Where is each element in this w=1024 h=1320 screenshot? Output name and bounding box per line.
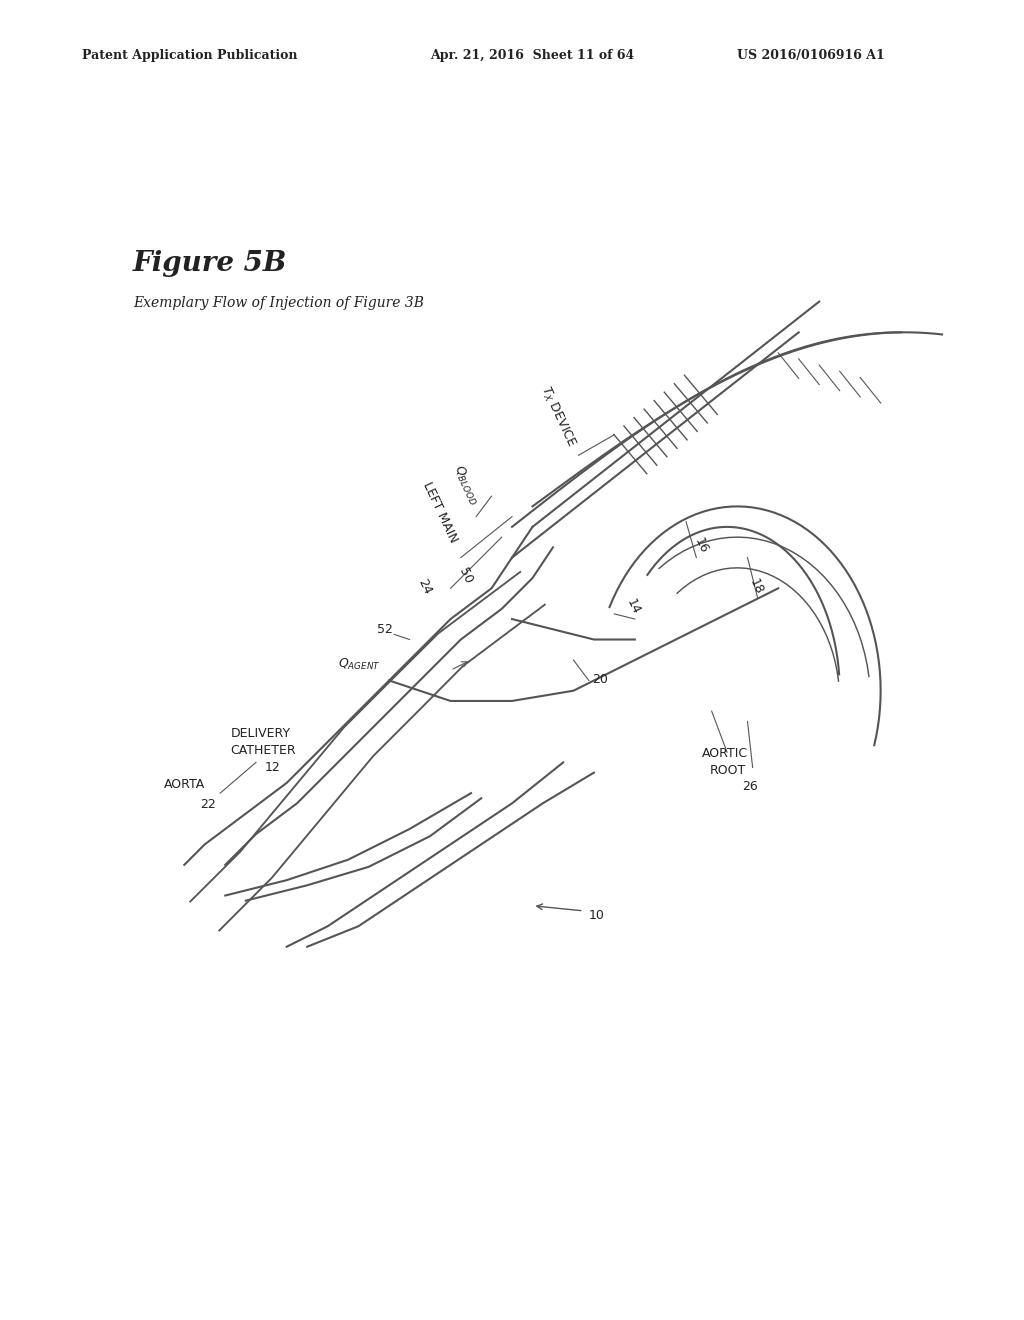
Text: 16: 16 [692,536,711,556]
Text: 52: 52 [377,623,393,636]
Text: AORTIC: AORTIC [701,747,748,760]
Text: Exemplary Flow of Injection of Figure 3B: Exemplary Flow of Injection of Figure 3B [133,296,424,310]
Text: CATHETER: CATHETER [230,744,296,758]
Text: Figure 5B: Figure 5B [133,249,288,277]
Text: 22: 22 [200,799,215,812]
Text: LEFT MAIN: LEFT MAIN [421,480,460,545]
Text: 26: 26 [742,780,758,793]
Text: 18: 18 [746,577,765,597]
Text: $Q_{AGENT}$: $Q_{AGENT}$ [338,657,381,672]
Text: 24: 24 [416,577,434,597]
Text: 14: 14 [624,597,642,616]
Text: US 2016/0106916 A1: US 2016/0106916 A1 [737,49,885,62]
Text: 20: 20 [592,672,608,685]
Text: AORTA: AORTA [164,777,205,791]
Text: DELIVERY: DELIVERY [230,727,291,739]
Text: $T_X$ DEVICE: $T_X$ DEVICE [538,383,579,449]
Text: 10: 10 [589,909,605,923]
Text: 12: 12 [264,760,280,774]
Text: Patent Application Publication: Patent Application Publication [82,49,297,62]
Text: 50: 50 [457,566,475,586]
Text: ROOT: ROOT [710,764,745,776]
Text: Apr. 21, 2016  Sheet 11 of 64: Apr. 21, 2016 Sheet 11 of 64 [430,49,634,62]
Text: $Q_{BLOOD}$: $Q_{BLOOD}$ [450,462,482,507]
